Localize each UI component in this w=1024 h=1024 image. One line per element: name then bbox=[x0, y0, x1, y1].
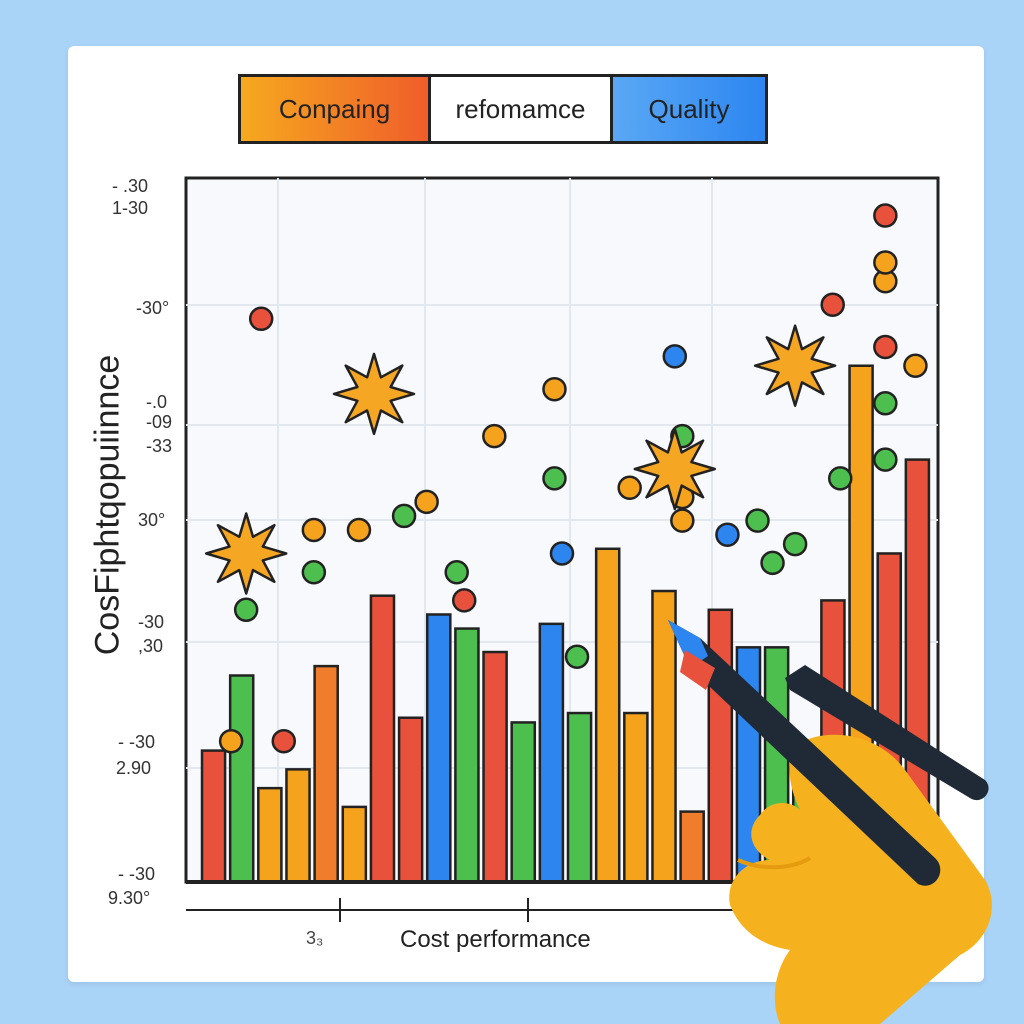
bar bbox=[707, 608, 734, 884]
bar bbox=[257, 786, 283, 884]
y-tick-label: - -30 bbox=[118, 864, 156, 884]
marker-dot bbox=[301, 517, 327, 543]
marker-dot bbox=[903, 353, 928, 378]
marker-dot bbox=[782, 531, 808, 557]
bar bbox=[566, 711, 593, 884]
y-tick-label: 1-30 bbox=[112, 198, 149, 218]
x-tick-label: 3₃ bbox=[306, 928, 324, 948]
bar bbox=[651, 589, 677, 884]
marker-dot bbox=[873, 203, 898, 228]
marker-dot bbox=[346, 517, 372, 543]
bar bbox=[791, 739, 818, 884]
star-icon bbox=[753, 324, 837, 407]
chart-legend: Conpaing refomamce Quality bbox=[238, 74, 768, 144]
bar bbox=[397, 716, 424, 884]
star-icon bbox=[332, 352, 416, 436]
bar bbox=[735, 646, 762, 884]
bar bbox=[200, 749, 227, 884]
y-tick-label: -.0 bbox=[146, 392, 168, 412]
marker-dot bbox=[670, 508, 695, 533]
y-tick-label: 2.90 bbox=[116, 758, 152, 778]
marker-dot bbox=[873, 250, 898, 275]
bar bbox=[313, 664, 339, 884]
bar bbox=[623, 711, 649, 884]
y-tick-label: -30 bbox=[138, 612, 165, 632]
bar bbox=[510, 721, 537, 884]
bar bbox=[482, 650, 508, 884]
bar bbox=[594, 547, 621, 884]
legend-item-refomamce: refomamce bbox=[431, 77, 613, 141]
marker-dot bbox=[218, 728, 244, 754]
marker-dot bbox=[391, 503, 417, 529]
bar bbox=[679, 810, 705, 884]
bar bbox=[285, 768, 311, 884]
bar bbox=[538, 622, 565, 884]
marker-dot bbox=[760, 550, 785, 576]
bar bbox=[848, 364, 874, 884]
star-icon bbox=[204, 512, 288, 595]
legend-item-quality: Quality bbox=[613, 77, 765, 141]
marker-dot bbox=[873, 447, 898, 472]
marker-dot bbox=[549, 541, 575, 566]
y-tick-label: -33 bbox=[146, 436, 173, 456]
x-axis-label: Cost performance bbox=[400, 926, 591, 953]
y-tick-label: -09 bbox=[146, 412, 173, 432]
marker-dot bbox=[482, 423, 507, 449]
bar bbox=[228, 674, 255, 884]
marker-dot bbox=[662, 344, 688, 369]
marker-dot bbox=[564, 644, 590, 669]
marker-dot bbox=[248, 306, 274, 332]
marker-dot bbox=[271, 728, 297, 754]
marker-dot bbox=[233, 597, 259, 623]
marker-dot bbox=[820, 292, 845, 317]
y-tick-label: - -30 bbox=[118, 732, 156, 752]
y-tick-label: - .30 bbox=[112, 176, 149, 196]
marker-dot bbox=[873, 334, 898, 360]
bar bbox=[369, 594, 396, 884]
bar bbox=[454, 627, 480, 884]
y-tick-label: 30° bbox=[138, 510, 166, 530]
marker-dot bbox=[301, 559, 327, 585]
bar bbox=[876, 552, 903, 884]
star-icon bbox=[633, 427, 717, 511]
bar bbox=[425, 613, 452, 884]
marker-dot bbox=[444, 559, 469, 585]
marker-dot bbox=[873, 391, 898, 416]
marker-dot bbox=[414, 489, 439, 515]
bar bbox=[820, 599, 846, 884]
marker-dot bbox=[827, 466, 853, 491]
marker-dot bbox=[715, 522, 740, 547]
marker-dot bbox=[451, 588, 477, 613]
marker-dot bbox=[745, 508, 770, 533]
bar bbox=[904, 458, 931, 884]
legend-item-conpaing: Conpaing bbox=[241, 77, 431, 141]
marker-dot bbox=[542, 376, 567, 402]
bar bbox=[763, 646, 790, 884]
y-tick-label: -30° bbox=[136, 298, 170, 318]
marker-dot bbox=[542, 466, 567, 491]
marker-dot bbox=[617, 475, 642, 501]
bar bbox=[341, 805, 368, 884]
y-tick-label: 9.30° bbox=[108, 888, 151, 908]
y-tick-label: ,30 bbox=[138, 636, 164, 656]
